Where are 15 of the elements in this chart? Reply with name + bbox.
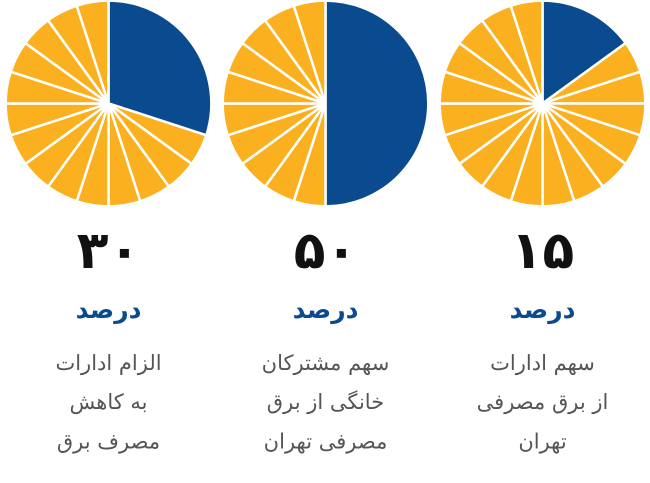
- text: خانگی از برق: [266, 390, 384, 416]
- text: ۱۵: [510, 220, 574, 281]
- text: به کاهش: [69, 390, 148, 416]
- text: از برق مصرفی: [476, 390, 608, 416]
- text: درصد: [510, 294, 576, 325]
- text: درصد: [76, 294, 142, 325]
- text: ۳۰: [76, 220, 140, 281]
- text: سهم مشترکان: [262, 351, 390, 376]
- text: سهم ادارات: [490, 351, 595, 376]
- text: تهران: [518, 429, 567, 454]
- text: ۵۰: [294, 220, 358, 281]
- text: درصد: [292, 294, 359, 325]
- text: مصرف برق: [56, 429, 160, 454]
- text: الزام ادارات: [55, 351, 162, 376]
- text: مصرفی تهران: [264, 429, 388, 454]
